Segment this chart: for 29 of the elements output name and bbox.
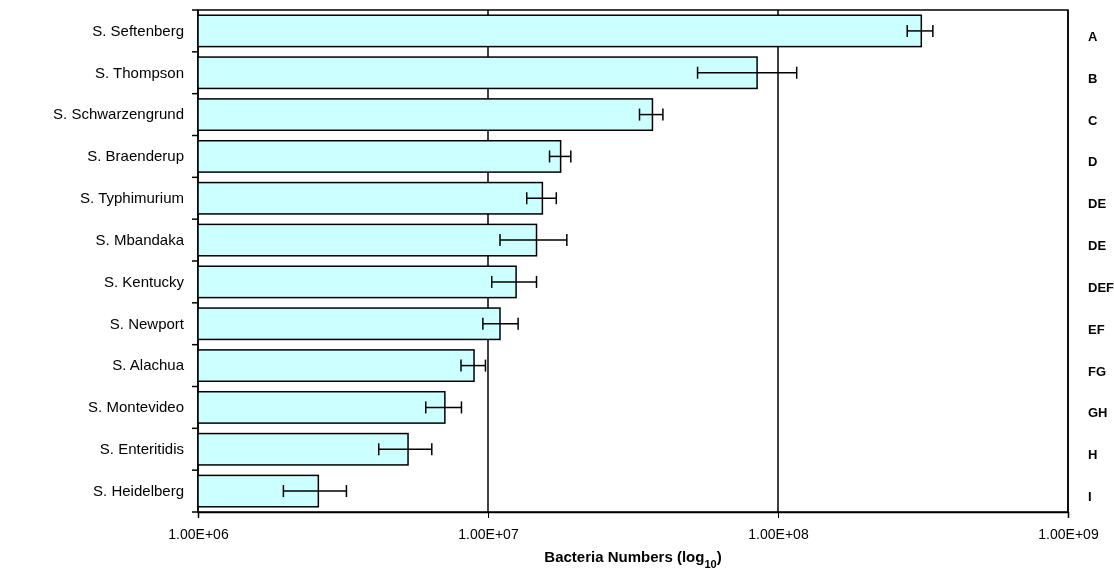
text: D: [1088, 154, 1098, 170]
y-tick-label: S. Enteritidis: [99, 440, 184, 458]
text: GH: [1088, 405, 1108, 421]
text: H: [1088, 447, 1098, 463]
y-tick-label: S. Heidelberg: [93, 481, 184, 499]
y-tick-label: S. Thompson: [95, 63, 184, 81]
y-tick-label: S. Schwarzengrund: [53, 105, 184, 123]
y-tick-label: S. Mbandaka: [95, 230, 185, 248]
x-tick-label: 1.00E+06: [168, 526, 229, 543]
y-tick-label: S. Seftenberg: [92, 21, 184, 39]
y-tick-label: S. Braenderup: [87, 147, 184, 165]
text: DE: [1088, 196, 1107, 212]
y-tick-label: S. Alachua: [112, 356, 185, 374]
text: B: [1088, 70, 1098, 86]
x-tick-label: 1.00E+09: [1038, 526, 1099, 543]
y-tick-label: S. Kentucky: [103, 272, 185, 290]
text: EF: [1088, 321, 1105, 337]
y-tick-label: S. Newport: [109, 314, 185, 332]
text: C: [1088, 112, 1098, 128]
x-tick-label: 1.00E+07: [458, 526, 519, 543]
text: A: [1088, 28, 1098, 44]
x-axis-title: Bacteria Numbers (log$_{10}$): [544, 548, 722, 570]
text: FG: [1088, 363, 1107, 379]
text: I: [1088, 489, 1092, 505]
x-tick-label: 1.00E+08: [748, 526, 809, 543]
y-tick-label: S. Typhimurium: [80, 189, 184, 207]
text: DE: [1088, 238, 1107, 254]
y-tick-label: S. Montevideo: [88, 398, 184, 416]
text: DEF: [1088, 279, 1114, 295]
